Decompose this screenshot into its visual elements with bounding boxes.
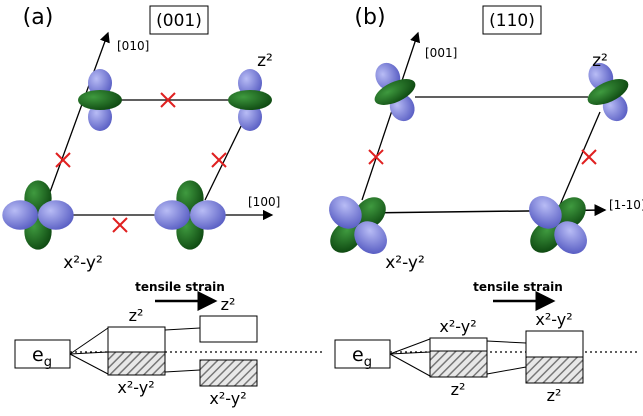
orbital-label: z² — [257, 51, 273, 71]
lower-level — [430, 351, 487, 377]
level-label: x²-y² — [535, 310, 572, 329]
eg-main: e — [352, 344, 364, 366]
panel-label: (a) — [23, 5, 54, 30]
connector — [487, 341, 526, 343]
level-label: z² — [129, 306, 144, 325]
z2-orbital — [575, 55, 641, 130]
z2-orbital — [362, 55, 428, 130]
plane-label: (110) — [489, 11, 535, 31]
x2y2-orbital — [154, 180, 225, 249]
level-label: z² — [451, 380, 466, 399]
axis-label: [1-10] — [609, 198, 643, 212]
axis-label: [001] — [425, 46, 457, 60]
x2y2-orbital — [2, 180, 73, 249]
axis-label: [100] — [248, 195, 280, 209]
figure: (a)(001)[010][100]z²x²-y²egtensile strai… — [0, 0, 643, 416]
strain-label: tensile strain — [473, 280, 563, 294]
z2-orbital — [228, 69, 272, 131]
orbital-label: x²-y² — [63, 253, 103, 273]
level-label: z² — [221, 295, 236, 314]
level-label: x²-y² — [209, 389, 246, 408]
lower-level — [526, 357, 583, 383]
strain-label: tensile strain — [135, 280, 225, 294]
lattice-bond — [560, 112, 600, 205]
eg-sub: g — [44, 355, 52, 370]
split-line — [390, 354, 430, 376]
level-label: x²-y² — [117, 378, 154, 397]
connector — [165, 328, 200, 330]
z2-orbital — [78, 69, 122, 131]
lattice-bond — [205, 118, 245, 200]
panel-label: (b) — [354, 5, 385, 30]
axis-label: [010] — [117, 39, 149, 53]
orbital-label: x²-y² — [385, 253, 425, 273]
eg-sub: g — [364, 355, 372, 370]
level-label: x²-y² — [439, 317, 476, 336]
split-line — [70, 328, 108, 354]
eg-main: e — [32, 344, 44, 366]
level-label: z² — [547, 386, 562, 405]
plane-label: (001) — [156, 11, 202, 31]
split-line — [70, 354, 108, 374]
orbital-label: z² — [592, 51, 608, 71]
lower-level — [200, 360, 257, 386]
upper-level — [430, 338, 487, 351]
x2y2-orbital — [508, 175, 607, 274]
connector — [165, 370, 200, 372]
upper-level — [526, 331, 583, 357]
upper-level — [200, 316, 257, 342]
connector — [487, 367, 526, 374]
upper-level — [108, 327, 165, 352]
lower-level — [108, 352, 165, 375]
